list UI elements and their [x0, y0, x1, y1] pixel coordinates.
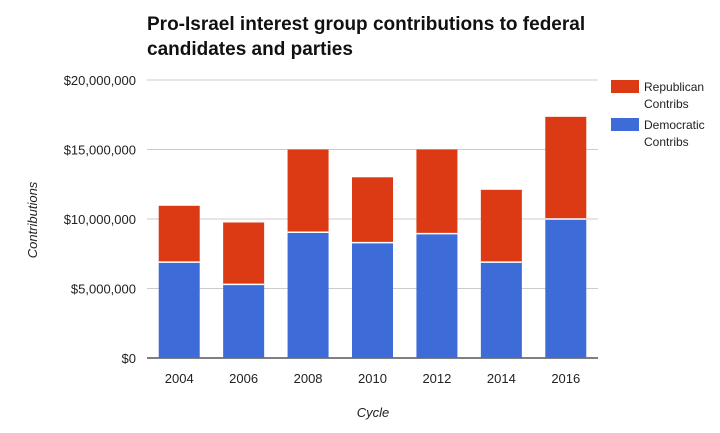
chart-title: Pro-Israel interest group contributions …: [147, 14, 585, 60]
legend-swatch-republican: [611, 80, 639, 93]
y-tick-labels: $0 $5,000,000 $10,000,000 $15,000,000 $20,00…: [64, 73, 136, 366]
y-tick-label: $0: [122, 351, 136, 366]
bar-democratic-2014: [480, 262, 522, 358]
legend-label-democratic: Contribs: [644, 135, 689, 149]
legend-swatch-democratic: [611, 118, 639, 131]
bar-democratic-2010: [352, 242, 393, 358]
x-tick-label: 2012: [422, 371, 451, 386]
legend-label-republican: Contribs: [644, 97, 689, 111]
x-tick-label: 2006: [229, 371, 258, 386]
legend: Republican Contribs Democratic Contribs: [611, 80, 705, 149]
x-tick-label: 2014: [487, 371, 516, 386]
x-axis-label: Cycle: [357, 405, 390, 420]
bar-republican-2004: [158, 205, 200, 263]
bar-republican-2014: [480, 189, 522, 263]
bar-democratic-2006: [223, 284, 265, 358]
bar-democratic-2008: [287, 232, 329, 358]
y-tick-label: $15,000,000: [64, 143, 136, 158]
legend-label-democratic: Democratic: [644, 118, 705, 132]
bar-republican-2010: [352, 177, 393, 243]
x-tick-label: 2010: [358, 371, 387, 386]
bar-republican-2012: [416, 149, 458, 234]
x-tick-label: 2008: [294, 371, 323, 386]
bar-democratic-2012: [416, 233, 458, 358]
bar-democratic-2004: [158, 262, 200, 358]
chart-title-line: candidates and parties: [147, 39, 353, 60]
bar-republican-2016: [545, 116, 587, 219]
y-tick-label: $10,000,000: [64, 212, 136, 227]
y-tick-label: $20,000,000: [64, 73, 136, 88]
x-tick-label: 2004: [165, 371, 194, 386]
bars: [158, 116, 587, 358]
x-tick-label: 2016: [551, 371, 580, 386]
bar-republican-2008: [287, 149, 329, 233]
chart-title-line: Pro-Israel interest group contributions …: [147, 14, 585, 35]
y-axis-label: Contributions: [25, 181, 40, 258]
x-tick-labels: 2004 2006 2008 2010 2012 2014 2016: [165, 371, 580, 386]
y-tick-label: $5,000,000: [71, 282, 136, 297]
legend-label-republican: Republican: [644, 80, 704, 94]
bar-republican-2006: [223, 222, 265, 285]
bar-democratic-2016: [545, 219, 587, 358]
